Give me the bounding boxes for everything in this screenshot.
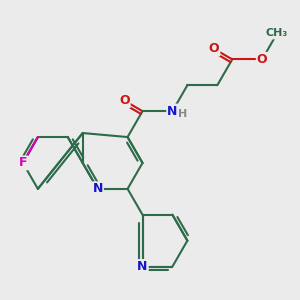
Text: N: N bbox=[137, 260, 148, 273]
Text: O: O bbox=[209, 42, 219, 56]
Text: N: N bbox=[92, 182, 103, 195]
Text: H: H bbox=[178, 109, 188, 119]
Text: CH₃: CH₃ bbox=[266, 28, 288, 38]
Text: O: O bbox=[257, 53, 268, 66]
Text: F: F bbox=[19, 156, 27, 170]
Text: O: O bbox=[119, 94, 130, 107]
Text: N: N bbox=[167, 105, 178, 118]
